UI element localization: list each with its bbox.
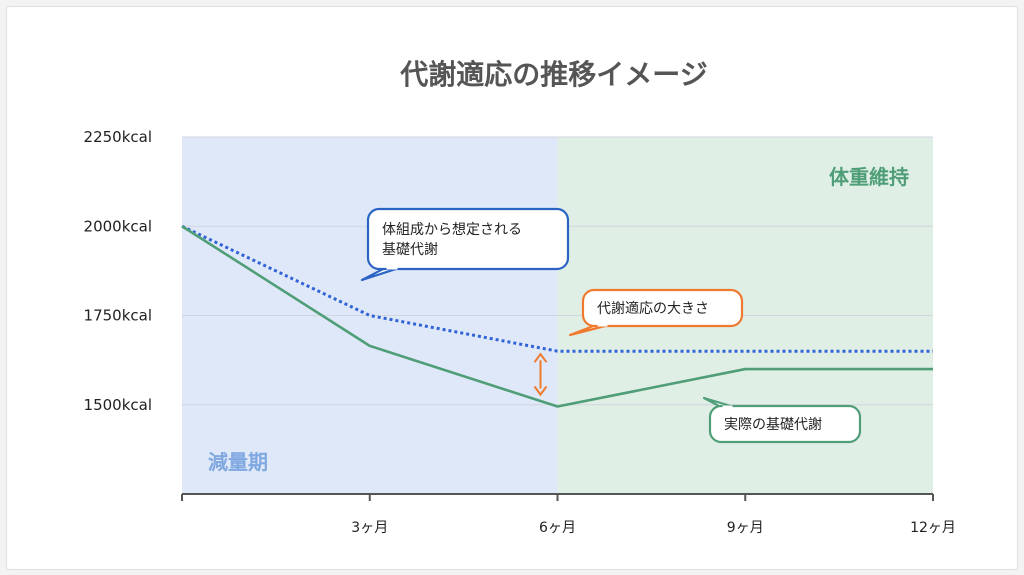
callout-box [581,288,744,328]
y-tick-label: 1750kcal [84,307,152,325]
series-line-1 [181,225,933,408]
region-label-0: 減量期 [208,450,268,474]
y-tick-label: 2250kcal [84,128,152,146]
callout-box [366,207,570,271]
region-label-1: 体重維持 [829,165,909,189]
callout-1: 代謝適応の大きさ [568,288,744,337]
callout-box [708,404,862,444]
series-line-0 [181,224,933,353]
x-tick-label: 9ヶ月 [727,520,764,536]
callout-text-line: 代謝適応の大きさ [597,300,709,317]
callout-text-line: 実際の基礎代謝 [724,416,822,433]
chart-title: 代謝適応の推移イメージ [399,58,707,91]
x-tick-label: 12ヶ月 [910,520,956,536]
gap-arrow-head-up [533,352,548,363]
x-tick-label: 3ヶ月 [351,520,388,536]
y-tick-label: 2000kcal [84,217,152,235]
callout-2: 実際の基礎代謝 [702,396,862,444]
x-tick-label: 6ヶ月 [539,520,576,536]
y-tick-label: 1500kcal [84,396,152,414]
callout-text-line: 基礎代謝 [382,241,438,258]
gap-arrow-head-down [533,385,548,397]
callout-text-line: 体組成から想定される [382,222,522,238]
